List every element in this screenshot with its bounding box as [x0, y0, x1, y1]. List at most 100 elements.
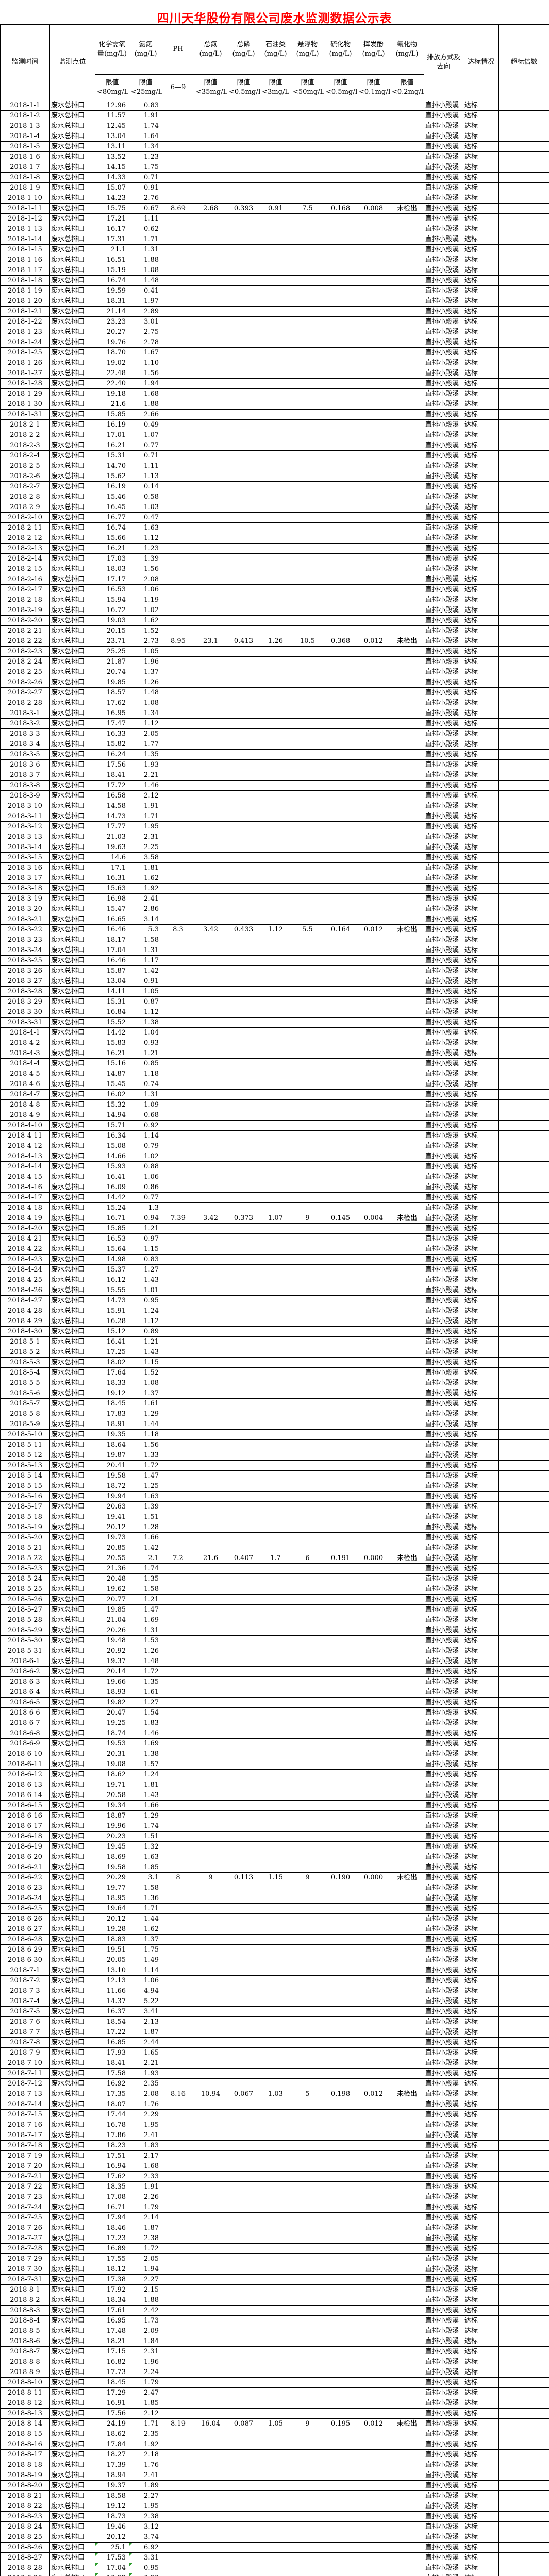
cell-date: 2018-3-5 — [1, 750, 50, 760]
cell-tp — [227, 1636, 260, 1646]
cell-cyanide — [390, 1935, 424, 1945]
cell-tp — [227, 781, 260, 791]
cell-date: 2018-4-9 — [1, 1110, 50, 1121]
cell-cod: 14.37 — [95, 1996, 129, 2007]
cell-discharge: 直排小殿溪 — [424, 2223, 463, 2233]
cell-sulfide — [324, 719, 357, 729]
cell-tp — [227, 245, 260, 255]
cell-date: 2018-6-9 — [1, 1739, 50, 1749]
cell-sulfide — [324, 1110, 357, 1121]
cell-ss — [291, 1121, 324, 1131]
cell-exceed — [499, 1862, 549, 1873]
cell-discharge: 直排小殿溪 — [424, 2254, 463, 2264]
cell-nh3: 1.58 — [129, 1584, 162, 1595]
cell-tp — [227, 276, 260, 286]
cell-site: 废水总排口 — [50, 739, 95, 750]
cell-sulfide — [324, 2347, 357, 2357]
cell-cod: 18.74 — [95, 1728, 129, 1739]
cell-sulfide — [324, 368, 357, 379]
cell-status: 达标 — [463, 1038, 499, 1048]
cell-discharge: 直排小殿溪 — [424, 1574, 463, 1584]
cell-tp — [227, 1471, 260, 1481]
cell-phenol — [357, 276, 390, 286]
cell-cod: 17.39 — [95, 2460, 129, 2470]
cell-sulfide — [324, 884, 357, 894]
cell-exceed — [499, 2213, 549, 2223]
cell-ph — [162, 873, 194, 884]
cell-date: 2018-1-5 — [1, 142, 50, 152]
cell-nh3: 0.14 — [129, 482, 162, 492]
cell-cyanide: 未检出 — [390, 2089, 424, 2099]
cell-ss — [291, 317, 324, 327]
cell-status: 达标 — [463, 317, 499, 327]
cell-phenol — [357, 1780, 390, 1790]
cell-status: 达标 — [463, 2264, 499, 2275]
cell-ss — [291, 513, 324, 523]
cell-sulfide — [324, 770, 357, 781]
cell-phenol — [357, 379, 390, 389]
cell-ss — [291, 482, 324, 492]
cell-site: 废水总排口 — [50, 1296, 95, 1306]
cell-cod: 16.74 — [95, 523, 129, 533]
cell-exceed — [499, 461, 549, 471]
cell-cod: 16.41 — [95, 1337, 129, 1347]
cell-tp — [227, 523, 260, 533]
cell-oil — [260, 1265, 291, 1275]
cell-discharge: 直排小殿溪 — [424, 1862, 463, 1873]
cell-tp — [227, 544, 260, 554]
cell-cyanide — [390, 801, 424, 811]
cell-exceed — [499, 1595, 549, 1605]
cell-phenol — [357, 307, 390, 317]
cell-cod: 20.14 — [95, 1667, 129, 1677]
cell-sulfide — [324, 2481, 357, 2491]
cell-phenol — [357, 1687, 390, 1698]
cell-oil — [260, 1625, 291, 1636]
cell-tn — [194, 1986, 227, 1996]
cell-oil — [260, 1955, 291, 1965]
cell-tp — [227, 564, 260, 574]
cell-cod: 16.28 — [95, 1316, 129, 1327]
cell-oil — [260, 1316, 291, 1327]
cell-cyanide — [390, 2264, 424, 2275]
cell-ph — [162, 2367, 194, 2378]
cell-ph — [162, 327, 194, 337]
cell-sulfide — [324, 997, 357, 1007]
cell-nh3: 1.17 — [129, 956, 162, 966]
cell-tn — [194, 1481, 227, 1492]
cell-date: 2018-3-24 — [1, 945, 50, 956]
cell-phenol — [357, 2161, 390, 2172]
cell-nh3: 1.52 — [129, 626, 162, 636]
cell-tp — [227, 142, 260, 152]
cell-phenol — [357, 1430, 390, 1440]
cell-ph — [162, 2316, 194, 2326]
cell-ph — [162, 1636, 194, 1646]
cell-date: 2018-7-7 — [1, 2027, 50, 2038]
cell-status: 达标 — [463, 389, 499, 399]
cell-phenol — [357, 1358, 390, 1368]
cell-cod: 17.04 — [95, 945, 129, 956]
cell-cod: 19.48 — [95, 1636, 129, 1646]
cell-discharge: 直排小殿溪 — [424, 554, 463, 564]
cell-tp — [227, 2213, 260, 2223]
cell-nh3: 1.23 — [129, 544, 162, 554]
cell-oil — [260, 2573, 291, 2576]
cell-exceed — [499, 1079, 549, 1090]
cell-phenol — [357, 2038, 390, 2048]
cell-discharge: 直排小殿溪 — [424, 2336, 463, 2347]
cell-tn — [194, 1131, 227, 1141]
cell-site: 废水总排口 — [50, 1914, 95, 1924]
cell-cod: 18.95 — [95, 1893, 129, 1904]
cell-tn — [194, 842, 227, 853]
cell-nh3: 1.11 — [129, 461, 162, 471]
cell-ph — [162, 2460, 194, 2470]
